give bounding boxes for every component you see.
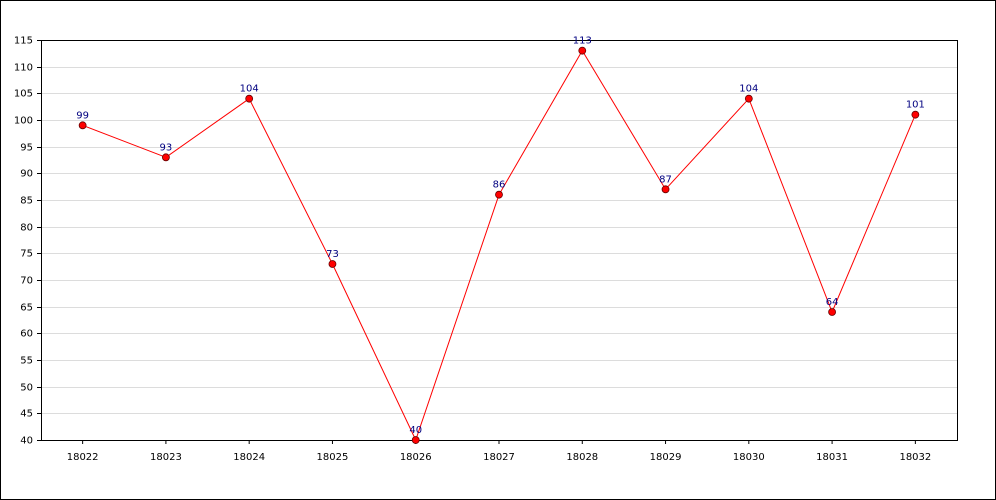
point [411,436,420,444]
point [578,46,587,55]
value-label: 99 [76,110,89,121]
value-label: 113 [573,36,592,47]
value-label: 104 [240,84,259,95]
x-tick-label: 18026 [400,452,432,463]
x-tick-label: 18025 [317,452,349,463]
point [78,121,87,130]
y-tick-label: 75 [20,249,33,260]
x-tick-label: 18030 [733,452,765,463]
y-tick-label: 60 [20,329,33,340]
point [495,190,503,199]
point [162,153,170,162]
value-label: 104 [739,84,758,95]
value-label: 73 [326,249,339,260]
y-tick-label: 85 [20,196,33,207]
x-tick-label: 18027 [483,452,515,463]
y-tick-label: 100 [14,116,33,127]
y-tick-label: 95 [20,143,33,154]
y-tick-label: 70 [20,276,33,287]
point [328,260,337,268]
y-tick-label: 55 [20,356,33,367]
x-tick-label: 18028 [566,452,598,463]
x-tick-label: 18023 [150,452,182,463]
y-tick-label: 50 [20,383,33,394]
point [828,308,836,316]
y-tick-label: 115 [14,36,33,47]
x-tick-label: 18022 [67,452,99,463]
value-label: 40 [409,425,422,436]
y-tick-label: 65 [20,303,33,314]
x-tick-label: 18024 [233,452,265,463]
y-tick-label: 110 [14,63,33,74]
x-tick-label: 18031 [816,452,848,463]
value-label: 86 [493,180,506,191]
value-label: 101 [906,100,925,111]
y-tick-label: 90 [20,169,33,180]
value-label: 87 [659,174,672,185]
y-tick-label: 40 [20,436,33,447]
plot-area [41,40,958,441]
y-tick-label: 80 [20,223,33,234]
x-tick-label: 18032 [899,452,931,463]
y-tick-label: 45 [20,409,33,420]
y-tick-label: 105 [14,89,33,100]
point [744,94,753,103]
value-label: 93 [160,142,173,153]
point [245,94,254,103]
point [911,110,920,119]
point [661,185,670,194]
value-label: 64 [826,297,839,308]
x-tick-label: 18029 [650,452,682,463]
